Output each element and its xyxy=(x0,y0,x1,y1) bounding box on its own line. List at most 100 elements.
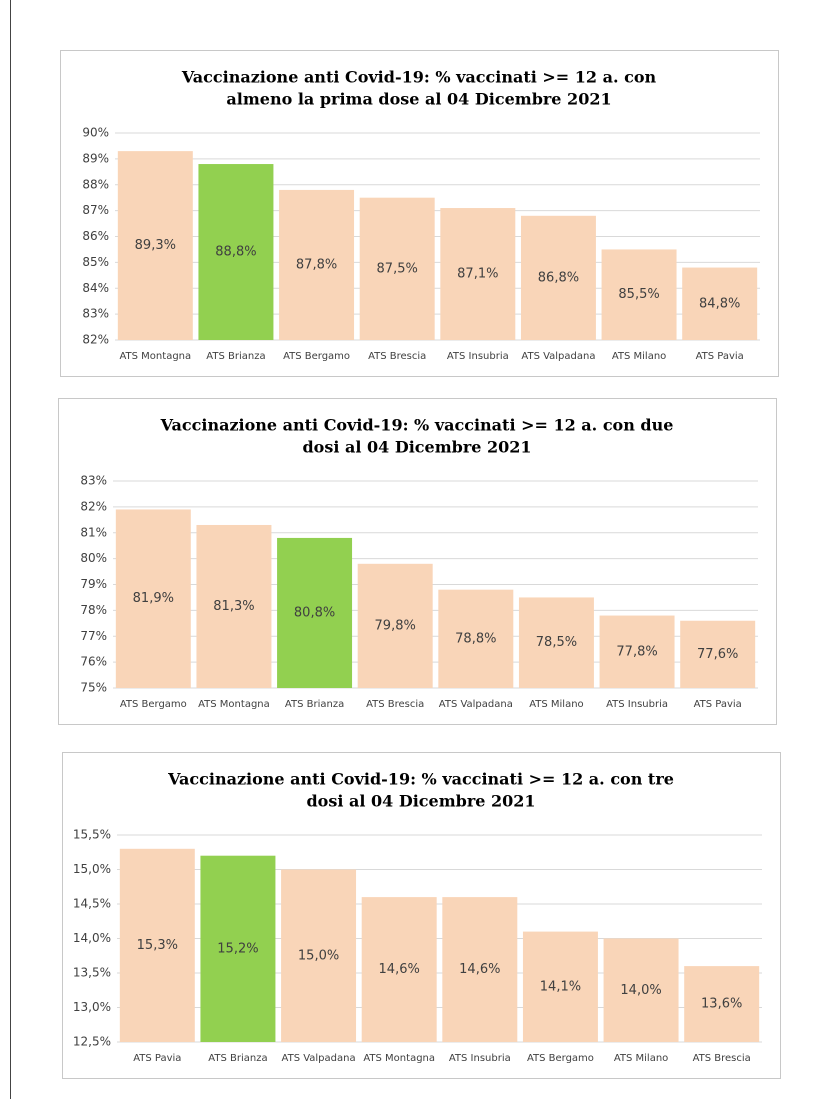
y-tick-label: 89% xyxy=(82,151,109,165)
x-tick-label: ATS Pavia xyxy=(696,351,744,362)
bar xyxy=(438,589,514,688)
chart-title: dosi al 04 Dicembre 2021 xyxy=(306,792,535,811)
y-tick-label: 88% xyxy=(82,177,109,191)
value-label: 87,1% xyxy=(457,267,498,282)
y-tick-label: 14,5% xyxy=(73,897,111,911)
value-label: 15,2% xyxy=(217,941,258,956)
value-label: 81,9% xyxy=(133,591,174,606)
bar xyxy=(601,249,677,340)
value-label: 15,3% xyxy=(137,938,178,953)
value-label: 78,8% xyxy=(455,631,496,646)
x-tick-label: ATS Brianza xyxy=(208,1053,267,1064)
y-tick-label: 84% xyxy=(82,281,109,295)
value-label: 14,0% xyxy=(620,983,661,998)
x-tick-label: ATS Insubria xyxy=(449,1053,511,1064)
y-tick-label: 90% xyxy=(82,126,109,140)
bar xyxy=(599,615,675,688)
y-tick-label: 13,5% xyxy=(73,966,111,980)
value-label: 85,5% xyxy=(618,287,659,302)
chart-title: almeno la prima dose al 04 Dicembre 2021 xyxy=(226,90,611,109)
chart-title: Vaccinazione anti Covid-19: % vaccinati … xyxy=(167,770,674,789)
y-tick-label: 13,0% xyxy=(73,1000,111,1014)
bar xyxy=(680,620,756,688)
bar xyxy=(518,597,594,688)
value-label: 14,6% xyxy=(379,962,420,977)
x-tick-label: ATS Brianza xyxy=(206,351,265,362)
bar xyxy=(522,931,598,1042)
value-label: 86,8% xyxy=(538,270,579,285)
y-tick-label: 12,5% xyxy=(73,1035,111,1049)
x-tick-label: ATS Milano xyxy=(529,699,583,710)
bar xyxy=(520,215,596,340)
y-tick-label: 86% xyxy=(82,229,109,243)
y-tick-label: 78% xyxy=(80,603,107,617)
x-tick-label: ATS Insubria xyxy=(447,351,509,362)
y-tick-label: 79% xyxy=(80,577,107,591)
value-label: 13,6% xyxy=(701,997,742,1012)
chart: Vaccinazione anti Covid-19: % vaccinati … xyxy=(60,50,779,377)
chart-title: Vaccinazione anti Covid-19: % vaccinati … xyxy=(160,416,674,435)
y-tick-label: 14,0% xyxy=(73,931,111,945)
chart: Vaccinazione anti Covid-19: % vaccinati … xyxy=(62,752,781,1079)
bar xyxy=(603,938,679,1042)
x-tick-label: ATS Pavia xyxy=(694,699,742,710)
x-tick-label: ATS Bergamo xyxy=(527,1053,594,1064)
y-tick-label: 76% xyxy=(80,655,107,669)
bar xyxy=(281,869,357,1042)
x-tick-label: ATS Montagna xyxy=(198,699,270,710)
y-tick-label: 81% xyxy=(80,525,107,539)
value-label: 80,8% xyxy=(294,605,335,620)
x-tick-label: ATS Brescia xyxy=(366,699,424,710)
y-tick-label: 82% xyxy=(82,333,109,347)
value-label: 14,1% xyxy=(540,979,581,994)
value-label: 15,0% xyxy=(298,948,339,963)
value-label: 89,3% xyxy=(135,238,176,253)
bar xyxy=(117,151,193,340)
y-tick-label: 82% xyxy=(80,499,107,513)
x-tick-label: ATS Brescia xyxy=(693,1053,751,1064)
bar xyxy=(361,897,437,1042)
value-label: 81,3% xyxy=(213,599,254,614)
y-tick-label: 85% xyxy=(82,255,109,269)
bar xyxy=(440,208,516,340)
y-tick-label: 83% xyxy=(82,307,109,321)
bar xyxy=(198,164,274,340)
x-tick-label: ATS Milano xyxy=(614,1053,668,1064)
value-label: 78,5% xyxy=(536,635,577,650)
bar xyxy=(442,897,518,1042)
bar xyxy=(684,966,760,1042)
x-tick-label: ATS Insubria xyxy=(606,699,668,710)
x-tick-label: ATS Valpadana xyxy=(282,1053,356,1064)
x-tick-label: ATS Bergamo xyxy=(120,699,187,710)
y-tick-label: 75% xyxy=(80,681,107,695)
bar xyxy=(115,509,191,688)
x-tick-label: ATS Valpadana xyxy=(439,699,513,710)
x-tick-label: ATS Pavia xyxy=(133,1053,181,1064)
y-tick-label: 77% xyxy=(80,629,107,643)
value-label: 77,8% xyxy=(616,644,657,659)
value-label: 84,8% xyxy=(699,296,740,311)
x-tick-label: ATS Montagna xyxy=(119,351,191,362)
y-tick-label: 80% xyxy=(80,551,107,565)
bar xyxy=(359,197,435,340)
chart: Vaccinazione anti Covid-19: % vaccinati … xyxy=(58,398,777,725)
x-tick-label: ATS Milano xyxy=(612,351,666,362)
value-label: 79,8% xyxy=(375,618,416,633)
x-tick-label: ATS Bergamo xyxy=(283,351,350,362)
chart-title: Vaccinazione anti Covid-19: % vaccinati … xyxy=(181,68,657,87)
value-label: 88,8% xyxy=(215,245,256,260)
x-tick-label: ATS Valpadana xyxy=(521,351,595,362)
value-label: 77,6% xyxy=(697,647,738,662)
x-tick-label: ATS Brianza xyxy=(285,699,344,710)
bar xyxy=(119,848,195,1042)
bar xyxy=(357,563,433,688)
y-tick-label: 15,0% xyxy=(73,862,111,876)
bar xyxy=(682,267,758,340)
y-tick-label: 83% xyxy=(80,474,107,488)
x-tick-label: ATS Montagna xyxy=(363,1053,435,1064)
y-tick-label: 87% xyxy=(82,203,109,217)
value-label: 87,5% xyxy=(377,261,418,276)
chart-title: dosi al 04 Dicembre 2021 xyxy=(302,438,531,457)
bar xyxy=(200,855,276,1042)
bar xyxy=(277,537,353,688)
